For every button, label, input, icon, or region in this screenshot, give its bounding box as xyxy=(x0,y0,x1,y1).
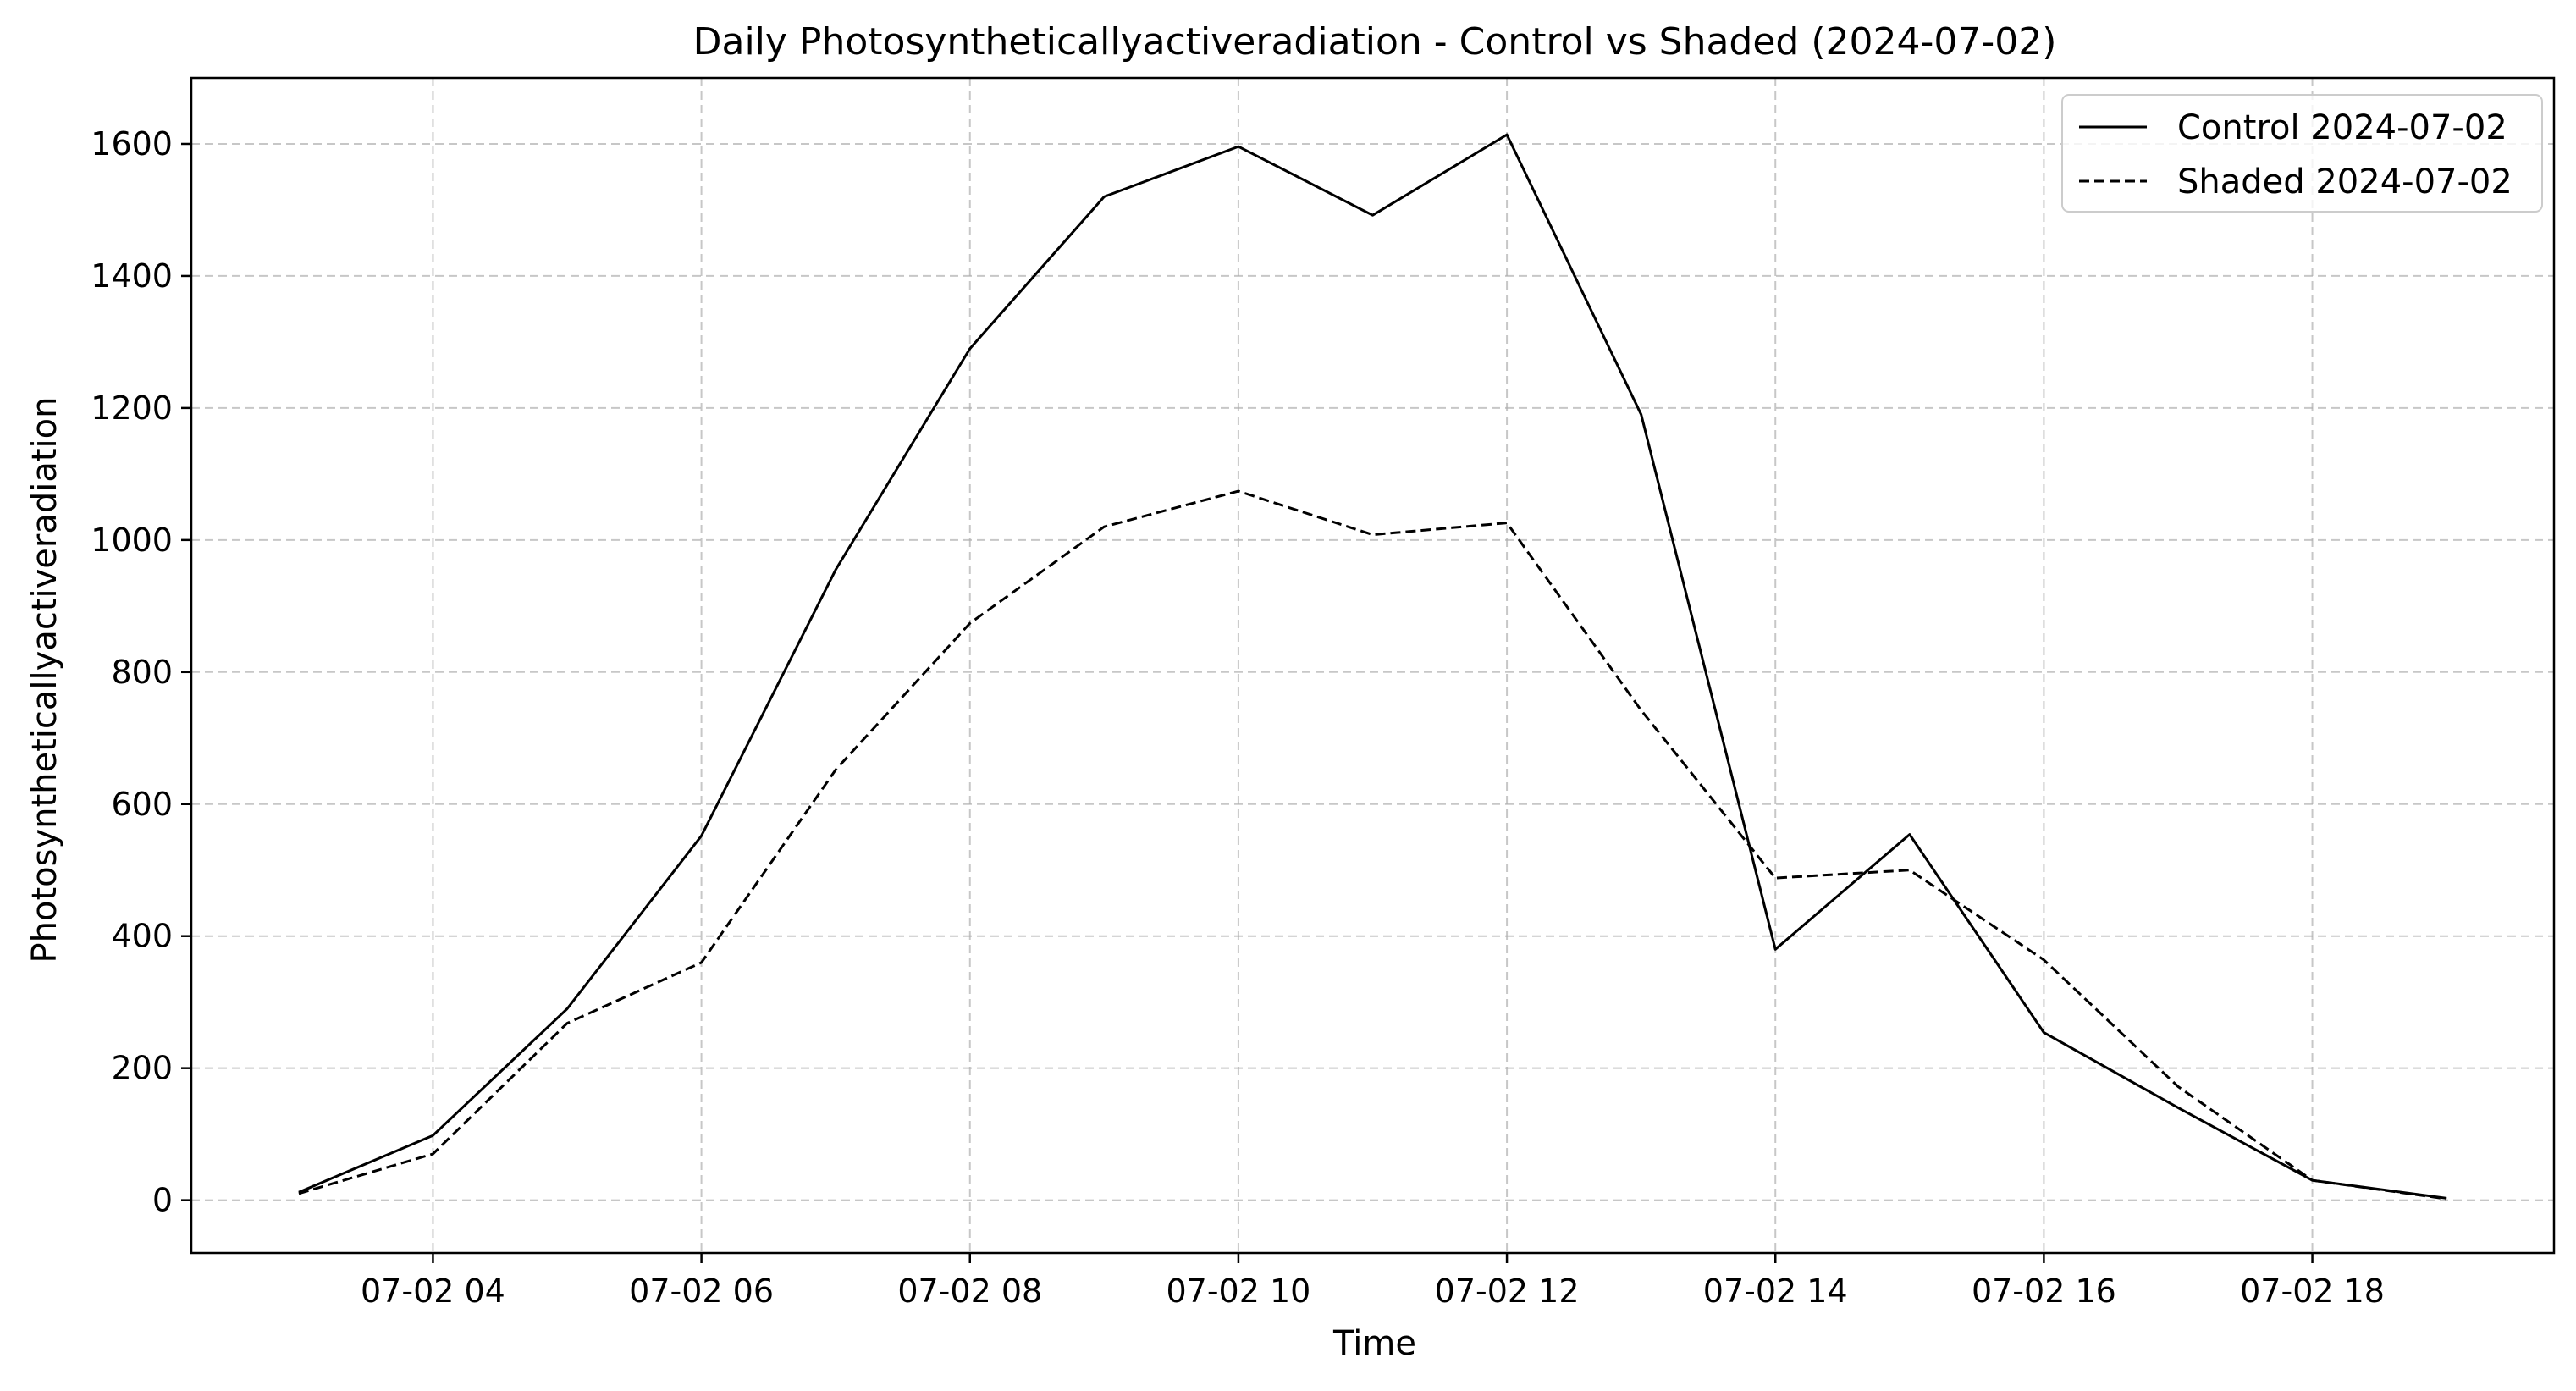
legend: Control 2024-07-02 Shaded 2024-07-02 xyxy=(2061,94,2543,213)
y-tick-label: 0 xyxy=(152,1182,173,1219)
x-tick-label: 07-02 16 xyxy=(1972,1272,2116,1310)
legend-label: Control 2024-07-02 xyxy=(2177,108,2507,147)
grid xyxy=(191,78,2554,1253)
series-lines xyxy=(298,133,2447,1201)
y-tick-label: 1400 xyxy=(91,257,173,295)
y-tick-label: 1600 xyxy=(91,125,173,163)
x-tick-label: 07-02 06 xyxy=(629,1272,774,1310)
x-axis-label: Time xyxy=(1332,1324,1416,1363)
x-axis-ticks: 07-02 04 07-02 06 07-02 08 07-02 10 07-02 12… xyxy=(361,1253,2385,1310)
y-axis-label: Photosyntheticallyactiveradiation xyxy=(25,397,64,963)
y-tick-label: 400 xyxy=(111,918,173,955)
legend-label: Shaded 2024-07-02 xyxy=(2177,163,2513,201)
x-tick-label: 07-02 04 xyxy=(361,1272,505,1310)
y-tick-label: 1200 xyxy=(91,389,173,427)
x-tick-label: 07-02 14 xyxy=(1703,1272,1848,1310)
y-tick-label: 600 xyxy=(111,786,173,823)
x-tick-label: 07-02 08 xyxy=(897,1272,1042,1310)
series-line-control xyxy=(298,133,2447,1200)
y-tick-label: 1000 xyxy=(91,522,173,559)
chart-title: Daily Photosyntheticallyactiveradiation … xyxy=(693,20,2057,63)
y-axis-ticks: 0 200 400 600 800 1000 1200 1400 1600 xyxy=(91,125,191,1219)
legend-box xyxy=(2061,94,2543,213)
y-tick-label: 800 xyxy=(111,654,173,691)
x-tick-label: 07-02 12 xyxy=(1435,1272,1580,1310)
x-tick-label: 07-02 18 xyxy=(2240,1272,2385,1310)
series-line-shaded xyxy=(298,489,2447,1201)
x-tick-label: 07-02 10 xyxy=(1166,1272,1310,1310)
y-tick-label: 200 xyxy=(111,1050,173,1087)
plot-frame xyxy=(190,76,2556,1255)
